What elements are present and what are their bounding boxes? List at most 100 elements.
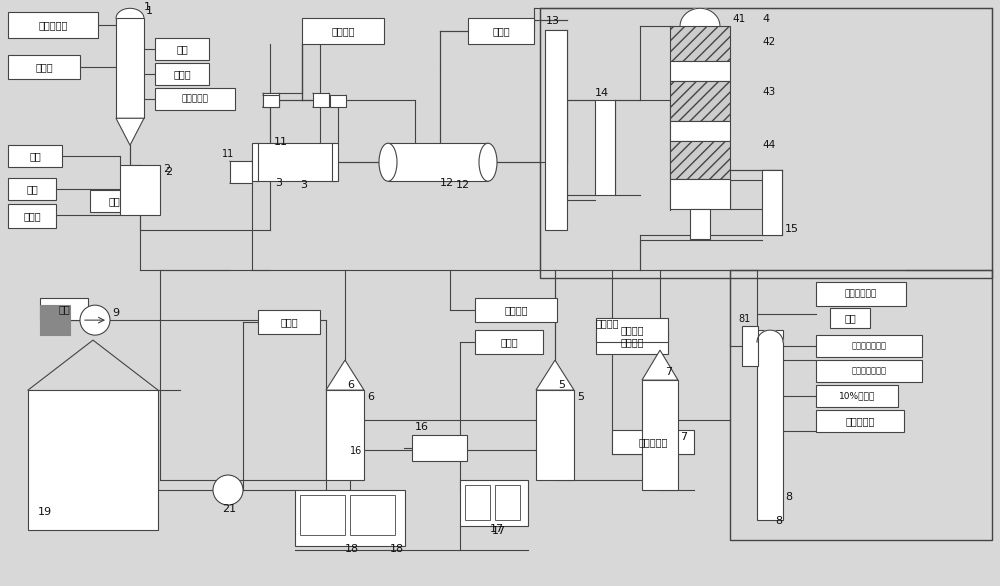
Polygon shape	[536, 360, 574, 390]
Text: 蒸汽: 蒸汽	[176, 45, 188, 54]
Bar	[155, 88, 235, 110]
Text: 硫磺: 硫磺	[29, 151, 41, 161]
Text: 循环上水: 循环上水	[504, 305, 528, 315]
Bar	[670, 62, 730, 81]
Bar	[495, 485, 520, 520]
Text: 冷凝水: 冷凝水	[23, 211, 41, 221]
Bar	[230, 161, 252, 183]
Text: 循环回水: 循环回水	[620, 337, 644, 347]
Bar	[757, 330, 783, 520]
Bar	[670, 81, 730, 121]
Bar	[830, 308, 870, 328]
Bar	[642, 380, 678, 490]
Text: 41: 41	[732, 14, 745, 24]
Text: 硫酸铵系统: 硫酸铵系统	[845, 416, 875, 426]
Text: 18: 18	[345, 544, 359, 554]
Text: 放空: 放空	[844, 313, 856, 323]
Text: 送硫铵系统: 送硫铵系统	[638, 437, 668, 447]
Bar	[465, 485, 490, 520]
Bar	[255, 143, 335, 181]
Polygon shape	[642, 350, 678, 380]
Bar	[595, 100, 615, 195]
Bar	[816, 360, 922, 382]
Text: 蒸汽: 蒸汽	[26, 184, 38, 194]
Polygon shape	[326, 360, 364, 390]
Polygon shape	[757, 330, 783, 342]
Bar	[8, 55, 80, 79]
Bar	[670, 121, 730, 141]
Text: 5: 5	[577, 392, 584, 402]
Bar	[155, 63, 209, 85]
Bar	[90, 190, 138, 212]
Text: 硫渣去配煤: 硫渣去配煤	[182, 95, 208, 104]
Text: 16: 16	[415, 422, 429, 432]
Text: 循环回水: 循环回水	[596, 318, 620, 328]
Text: 7: 7	[665, 367, 672, 377]
Text: 6: 6	[347, 380, 354, 390]
Text: 硫滤床: 硫滤床	[35, 62, 53, 72]
Bar	[332, 143, 338, 181]
Ellipse shape	[379, 143, 397, 181]
Polygon shape	[116, 118, 144, 145]
Bar	[612, 430, 694, 454]
Bar	[670, 141, 730, 179]
Text: 8: 8	[775, 516, 782, 526]
Text: 81: 81	[738, 314, 750, 324]
Bar	[596, 330, 668, 354]
Bar	[252, 143, 258, 181]
Bar	[155, 38, 209, 60]
Text: 1: 1	[144, 2, 151, 12]
Polygon shape	[680, 8, 720, 26]
Bar	[468, 18, 534, 45]
Bar	[258, 310, 320, 334]
Bar	[350, 495, 395, 535]
Bar	[670, 179, 730, 209]
Text: 冷凝水: 冷凝水	[173, 69, 191, 79]
Text: 废渣: 废渣	[108, 196, 120, 206]
Text: 循环回水: 循环回水	[620, 325, 644, 335]
Bar	[475, 298, 557, 322]
Text: 43: 43	[762, 87, 775, 97]
Bar	[388, 143, 488, 181]
Text: 13: 13	[546, 16, 560, 26]
Text: 4: 4	[762, 14, 769, 24]
Text: 1: 1	[146, 6, 153, 16]
Text: 脱盐水: 脱盐水	[492, 26, 510, 36]
Bar	[816, 385, 898, 407]
Text: 42: 42	[762, 38, 775, 47]
Bar	[8, 178, 56, 200]
Text: 3: 3	[275, 178, 282, 188]
Bar	[116, 18, 144, 118]
Polygon shape	[116, 8, 144, 18]
Text: 11: 11	[274, 137, 288, 147]
Text: 44: 44	[762, 140, 775, 150]
Text: 清液送脱硫: 清液送脱硫	[38, 21, 68, 30]
Bar	[475, 330, 543, 354]
Bar	[313, 93, 329, 107]
Text: 10%浓氨水: 10%浓氨水	[839, 391, 875, 401]
Bar	[263, 93, 279, 107]
Bar	[536, 390, 574, 480]
Bar	[8, 204, 56, 228]
Text: 蒸氨前剩余氨水: 蒸氨前剩余氨水	[852, 342, 887, 350]
Bar	[730, 270, 992, 540]
Text: 12: 12	[440, 178, 454, 188]
Bar	[326, 390, 364, 480]
Bar	[295, 490, 405, 546]
Bar	[8, 12, 98, 38]
Text: 16: 16	[350, 446, 362, 456]
Bar	[120, 165, 160, 215]
Text: 15: 15	[785, 224, 799, 234]
Bar	[816, 410, 904, 432]
Ellipse shape	[479, 143, 497, 181]
Text: 工艺水: 工艺水	[500, 337, 518, 347]
Bar	[742, 326, 758, 366]
Text: 8: 8	[785, 492, 792, 502]
Bar	[816, 335, 922, 357]
Text: 剩余氨水去蒸氨: 剩余氨水去蒸氨	[852, 367, 887, 376]
Bar	[596, 318, 668, 342]
Bar	[762, 170, 782, 235]
Text: 21: 21	[222, 504, 236, 514]
Text: 5: 5	[558, 380, 565, 390]
Text: 9: 9	[112, 308, 119, 318]
